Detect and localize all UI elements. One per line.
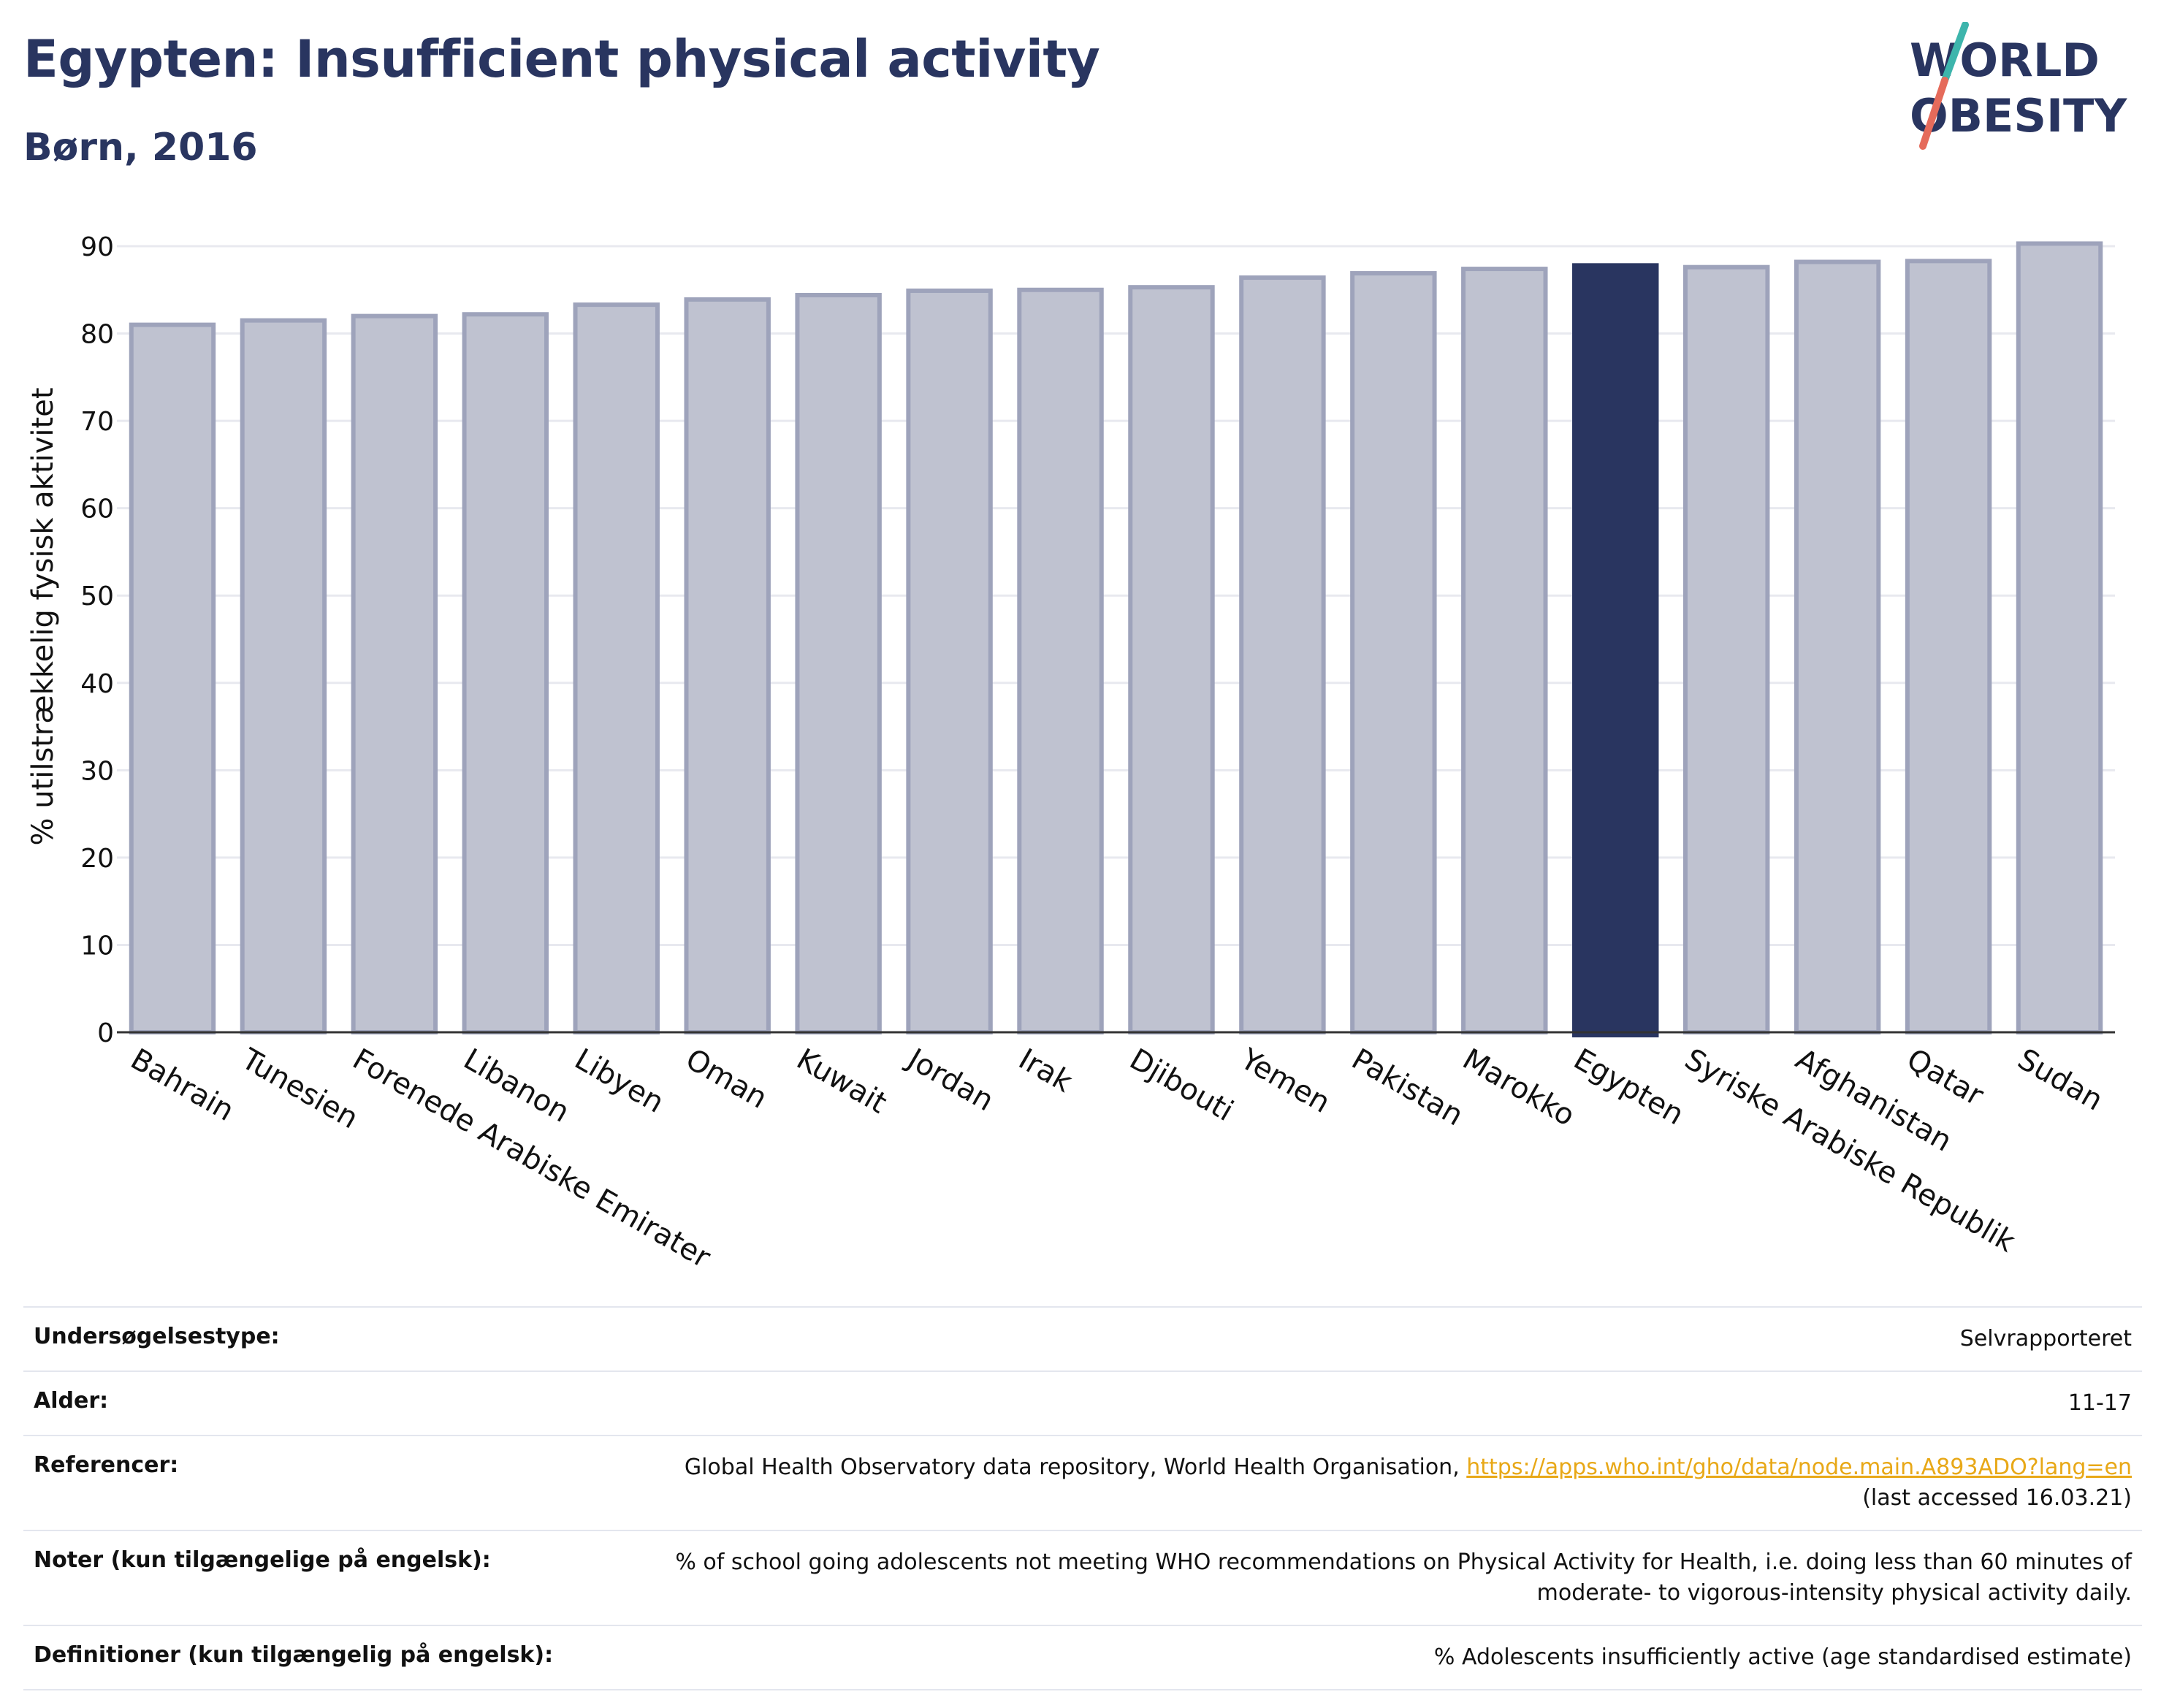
bar bbox=[1461, 267, 1548, 1034]
y-tick-label: 90 bbox=[80, 232, 114, 262]
info-value: % of school going adolescents not meetin… bbox=[563, 1530, 2142, 1626]
x-tick-label: Egypten bbox=[1568, 1042, 1689, 1132]
y-tick-label: 80 bbox=[80, 320, 114, 350]
x-tick-label: Yemen bbox=[1235, 1042, 1336, 1120]
x-tick-label: Djibouti bbox=[1124, 1042, 1238, 1128]
bar bbox=[1350, 271, 1437, 1034]
logo-line2: OBESITY bbox=[1910, 89, 2127, 142]
info-value-text-line2: (last accessed 16.03.21) bbox=[1862, 1485, 2132, 1511]
y-axis-label: % utilstrækkelig fysisk aktivitet bbox=[26, 387, 60, 845]
bar bbox=[2016, 241, 2103, 1034]
x-tick-label: Irak bbox=[1013, 1042, 1078, 1099]
y-tick-label: 60 bbox=[80, 495, 114, 525]
chart-subtitle: Børn, 2016 bbox=[23, 126, 258, 169]
reference-link[interactable]: https://apps.who.int/gho/data/node.main.… bbox=[1466, 1455, 2132, 1480]
info-label: Definitioner (kun tilgængelig på engelsk… bbox=[23, 1625, 564, 1690]
info-value-text-line2: moderate- to vigorous-intensity physical… bbox=[1536, 1580, 2132, 1606]
logo-slash-bottom bbox=[1919, 77, 1948, 150]
info-row: Alder: 11-17 bbox=[23, 1370, 2142, 1436]
info-value: % Adolescents insufficiently active (age… bbox=[563, 1625, 2142, 1690]
bar bbox=[462, 312, 549, 1034]
bar bbox=[1128, 285, 1215, 1034]
x-tick-label: Jordan bbox=[900, 1041, 999, 1118]
logo-line1: WORLD bbox=[1910, 34, 2100, 87]
info-value: Global Health Observatory data repositor… bbox=[563, 1435, 2142, 1531]
bar bbox=[573, 302, 660, 1034]
info-row: Referencer: Global Health Observatory dat… bbox=[23, 1435, 2142, 1531]
info-row: Undersøgelsestype: Selvrapporteret bbox=[23, 1306, 2142, 1372]
x-tick-label: Tunesien bbox=[235, 1042, 364, 1135]
info-value-text: % of school going adolescents not meetin… bbox=[675, 1549, 2132, 1575]
info-value-text: % Adolescents insufficiently active (age… bbox=[1433, 1644, 2132, 1670]
info-value-text: Global Health Observatory data repositor… bbox=[684, 1455, 1467, 1480]
y-tick-label: 10 bbox=[80, 931, 114, 961]
logo-slash-top bbox=[1941, 22, 1969, 84]
bar bbox=[1682, 264, 1770, 1034]
y-tick-label: 50 bbox=[80, 582, 114, 611]
y-tick-label: 0 bbox=[97, 1018, 114, 1048]
y-tick-label: 20 bbox=[80, 844, 114, 874]
bar bbox=[1017, 287, 1104, 1034]
y-tick-label: 70 bbox=[80, 407, 114, 437]
bar bbox=[351, 313, 438, 1034]
bar bbox=[240, 318, 327, 1035]
info-label: Noter (kun tilgængelige på engelsk): bbox=[23, 1530, 564, 1626]
bar bbox=[795, 292, 882, 1034]
x-tick-label: Oman bbox=[680, 1042, 773, 1116]
y-tick-label: 30 bbox=[80, 756, 114, 786]
info-table: Undersøgelsestype: Selvrapporteret Alder: 1… bbox=[23, 1306, 2142, 1690]
bar bbox=[1794, 259, 1881, 1034]
bar bbox=[684, 297, 771, 1034]
info-row: Definitioner (kun tilgængelig på engelsk… bbox=[23, 1625, 2142, 1690]
chart-title: Egypten: Insufficient physical activity bbox=[23, 29, 1100, 89]
bar bbox=[1905, 259, 1992, 1034]
x-tick-label: Bahrain bbox=[125, 1042, 240, 1128]
bar bbox=[1239, 275, 1326, 1034]
y-tick-label: 40 bbox=[80, 669, 114, 699]
x-tick-label: Libyen bbox=[569, 1042, 670, 1120]
bar-chart: 0102030405060708090BahrainTunesienForene… bbox=[26, 232, 2115, 1275]
x-tick-label: Marokko bbox=[1457, 1042, 1580, 1133]
info-label: Undersøgelsestype: bbox=[23, 1306, 564, 1372]
info-value: Selvrapporteret bbox=[563, 1306, 2142, 1372]
info-row: Noter (kun tilgængelige på engelsk): % of… bbox=[23, 1530, 2142, 1626]
x-tick-label: Qatar bbox=[1901, 1042, 1989, 1113]
info-value-text: Selvrapporteret bbox=[1959, 1326, 2132, 1351]
x-tick-label: Sudan bbox=[2012, 1042, 2108, 1118]
bar-highlighted bbox=[1572, 263, 1659, 1037]
bar bbox=[906, 288, 993, 1034]
world-obesity-logo: WORLD OBESITY bbox=[1910, 22, 2127, 150]
bar bbox=[129, 322, 216, 1035]
x-tick-label: Kuwait bbox=[791, 1042, 893, 1121]
info-value-text: 11-17 bbox=[2067, 1390, 2132, 1416]
bars bbox=[129, 241, 2103, 1037]
grid-lines bbox=[117, 245, 2115, 946]
info-label: Referencer: bbox=[23, 1435, 564, 1531]
info-value: 11-17 bbox=[563, 1370, 2142, 1436]
x-tick-label: Pakistan bbox=[1346, 1042, 1468, 1133]
info-label: Alder: bbox=[23, 1370, 564, 1436]
